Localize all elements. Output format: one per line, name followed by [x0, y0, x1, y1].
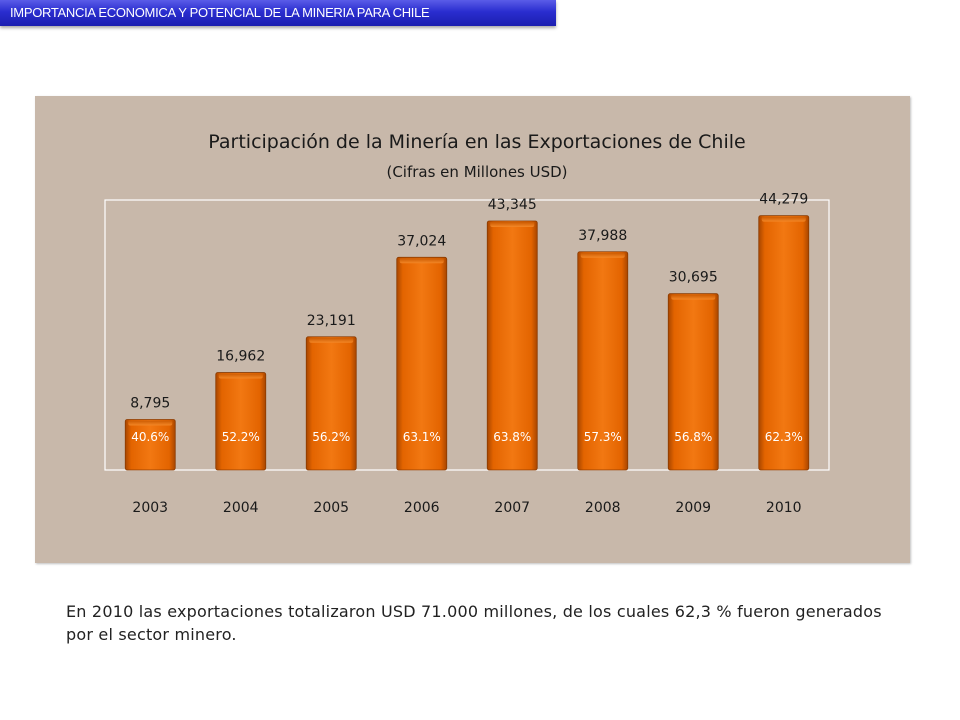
value-label-2008: 37,988	[578, 228, 627, 244]
share-label-2009: 56.8%	[674, 430, 712, 444]
bar-2006	[396, 256, 448, 471]
share-label-2010: 62.3%	[765, 430, 803, 444]
bar-2003	[124, 419, 176, 471]
value-label-2004: 16,962	[216, 349, 265, 365]
x-tick-label-2004: 2004	[223, 500, 259, 516]
bar-2007	[486, 220, 538, 471]
footer-text: En 2010 las exportaciones totalizaron US…	[66, 602, 882, 644]
share-label-2003: 40.6%	[131, 430, 169, 444]
value-label-2005: 23,191	[307, 313, 356, 329]
value-label-2007: 43,345	[488, 197, 537, 213]
header-title: IMPORTANCIA ECONOMICA Y POTENCIAL DE LA …	[10, 5, 430, 20]
bar-2005	[305, 336, 357, 471]
bar-2010	[758, 215, 810, 471]
x-tick-label-2009: 2009	[675, 500, 711, 516]
share-label-2005: 56.2%	[312, 430, 350, 444]
share-label-2007: 63.8%	[493, 430, 531, 444]
bar-2008	[577, 251, 629, 471]
header-bar: IMPORTANCIA ECONOMICA Y POTENCIAL DE LA …	[0, 0, 556, 26]
bar-cap-2007	[490, 221, 535, 227]
x-tick-label-2003: 2003	[132, 500, 168, 516]
x-tick-label-2006: 2006	[404, 500, 440, 516]
value-label-2009: 30,695	[669, 270, 718, 286]
value-label-2003: 8,795	[130, 395, 170, 411]
bar-chart: Participación de la Minería en las Expor…	[104, 131, 830, 516]
bar-cap-2005	[309, 337, 354, 343]
bar-cap-2003	[128, 420, 173, 426]
value-label-2006: 37,024	[397, 233, 446, 249]
x-tick-label-2008: 2008	[585, 500, 621, 516]
bar-2004	[215, 372, 267, 471]
chart-subtitle: (Cifras en Millones USD)	[386, 163, 567, 181]
x-tick-label-2007: 2007	[494, 500, 530, 516]
bar-cap-2009	[671, 294, 716, 300]
chart-panel: Participación de la Minería en las Expor…	[35, 96, 910, 563]
plot-area	[104, 199, 830, 471]
x-tick-label-2010: 2010	[766, 500, 802, 516]
share-label-2006: 63.1%	[403, 430, 441, 444]
bar-cap-2006	[399, 258, 444, 264]
bar-cap-2008	[580, 252, 625, 258]
value-label-2010: 44,279	[759, 192, 808, 208]
chart-title: Participación de la Minería en las Expor…	[208, 131, 745, 153]
bar-cap-2004	[218, 373, 263, 379]
bar-2009	[667, 293, 719, 471]
bars-layer: 8,795 40.6% 2003 16,962 52.2% 2004 23,191 56.2%…	[124, 192, 810, 516]
bar-cap-2010	[761, 216, 806, 222]
share-label-2008: 57.3%	[584, 430, 622, 444]
x-tick-label-2005: 2005	[313, 500, 349, 516]
share-label-2004: 52.2%	[222, 430, 260, 444]
